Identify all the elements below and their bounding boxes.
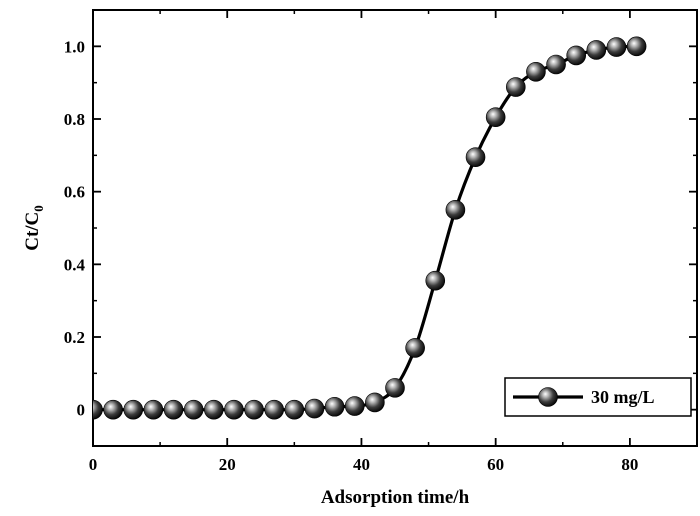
series-line-0 xyxy=(93,44,637,412)
data-point-23 xyxy=(546,54,566,75)
data-point-16 xyxy=(405,338,425,358)
y-tick-label-5: 1.0 xyxy=(64,37,85,56)
axes xyxy=(92,9,698,447)
legend: 30 mg/L xyxy=(504,377,692,417)
x-tick-label-2: 40 xyxy=(353,455,370,474)
y-tick-label-2: 0.4 xyxy=(64,255,86,274)
data-point-12 xyxy=(324,396,345,417)
data-point-14 xyxy=(365,392,385,413)
series-layer xyxy=(93,36,647,420)
data-point-27 xyxy=(626,36,647,57)
labels-layer: 0 20 40 60 80 0 0.2 0.4 0.6 0.8 1.0 Adsorption time… xyxy=(22,37,638,508)
data-point-22 xyxy=(526,61,546,82)
data-point-5 xyxy=(183,399,204,420)
y-tick-label-1: 0.2 xyxy=(64,328,85,347)
data-point-20 xyxy=(485,107,506,127)
data-point-19 xyxy=(465,147,486,167)
data-point-2 xyxy=(123,399,144,420)
data-point-18 xyxy=(445,200,466,220)
data-point-0 xyxy=(93,399,103,420)
data-point-15 xyxy=(385,378,405,398)
data-point-25 xyxy=(586,40,607,60)
data-point-26 xyxy=(606,37,627,57)
data-point-24 xyxy=(566,45,587,66)
data-point-7 xyxy=(224,399,244,420)
y-tick-label-4: 0.8 xyxy=(64,110,85,129)
data-point-13 xyxy=(344,396,365,416)
y-tick-label-3: 0.6 xyxy=(64,183,85,202)
data-point-17 xyxy=(425,270,446,291)
y-axis-title-subscript: 0 xyxy=(31,205,46,212)
data-point-6 xyxy=(204,399,224,420)
y-axis-title: Ct/C0 xyxy=(22,205,46,251)
x-tick-label-1: 20 xyxy=(219,455,236,474)
legend-label: 30 mg/L xyxy=(591,387,655,407)
legend-marker xyxy=(538,387,558,407)
y-tick-label-0: 0 xyxy=(77,401,86,420)
data-point-21 xyxy=(505,77,526,97)
x-tick-label-4: 80 xyxy=(621,455,638,474)
x-axis-title: Adsorption time/h xyxy=(321,487,470,508)
x-tick-label-0: 0 xyxy=(89,455,98,474)
y-axis-title-main: Ct/C xyxy=(22,212,43,251)
data-point-4 xyxy=(163,399,184,420)
data-point-3 xyxy=(143,399,164,420)
x-tick-label-3: 60 xyxy=(487,455,504,474)
data-point-9 xyxy=(264,399,285,420)
data-point-11 xyxy=(304,398,325,419)
data-point-1 xyxy=(103,399,123,420)
data-point-8 xyxy=(244,399,264,420)
data-point-10 xyxy=(284,399,305,420)
